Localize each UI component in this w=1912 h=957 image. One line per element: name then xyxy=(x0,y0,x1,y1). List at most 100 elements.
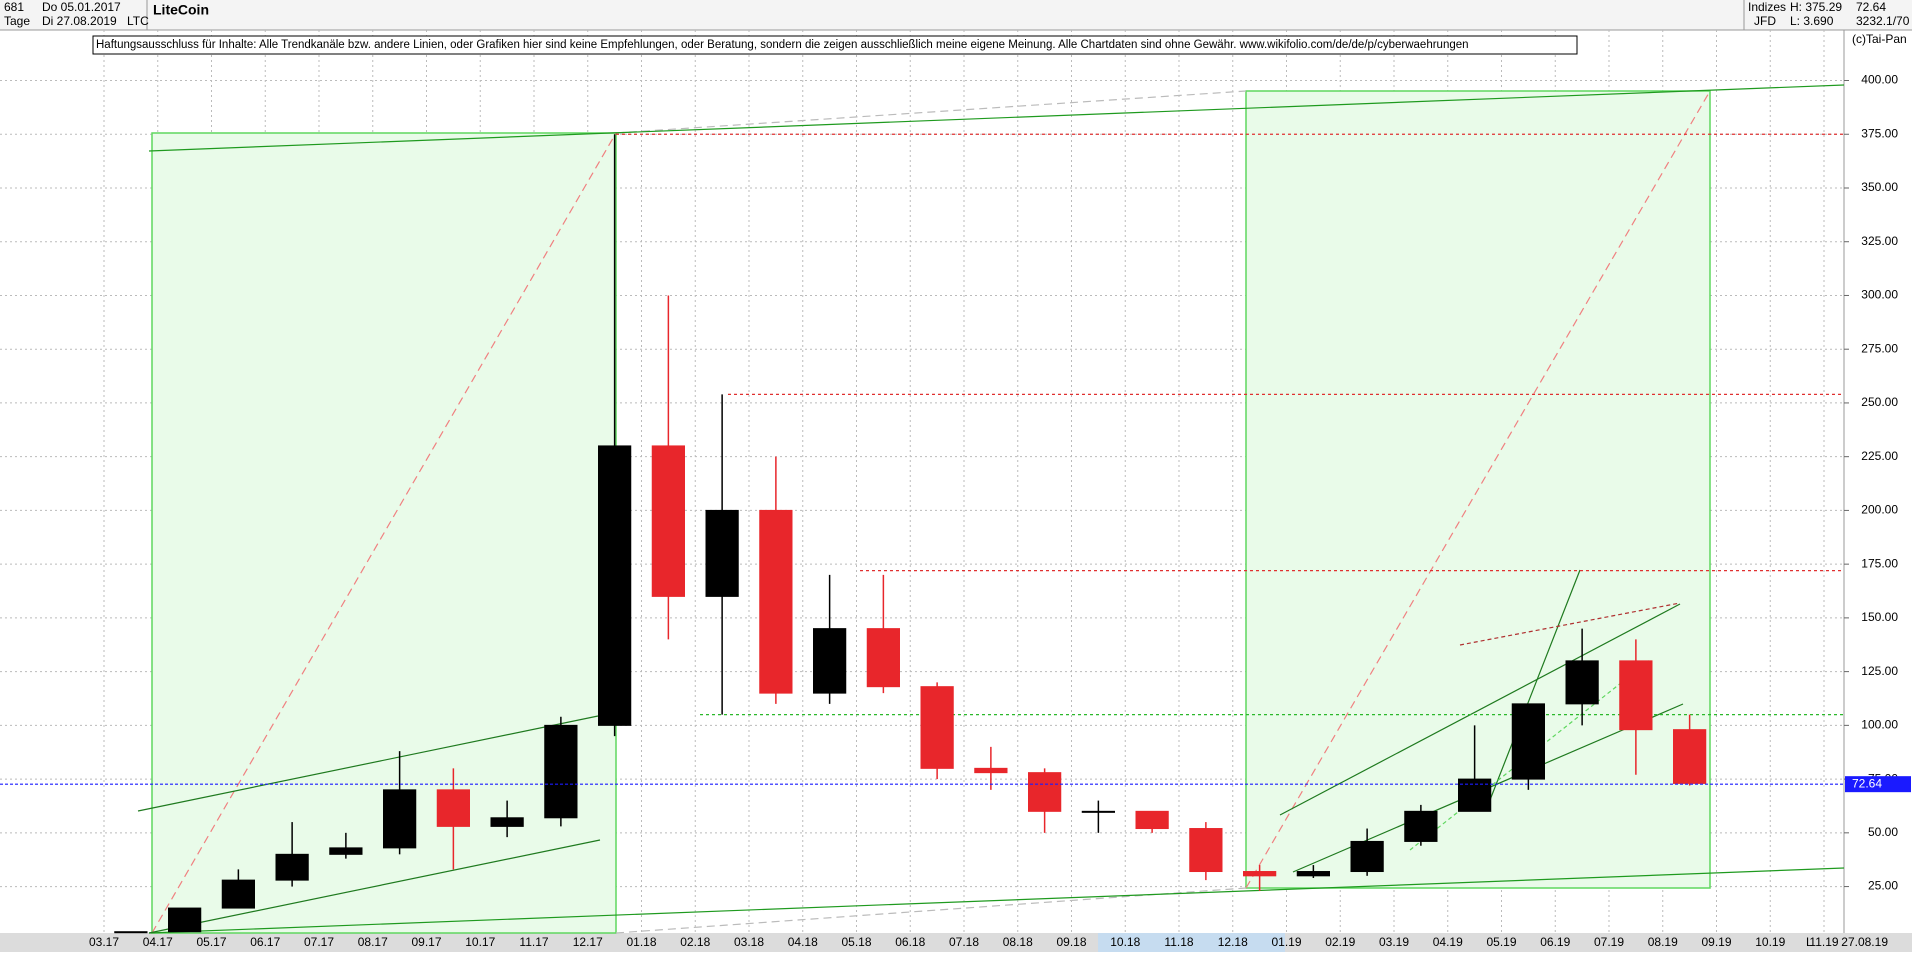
x-tick-label: 07.19 xyxy=(1594,935,1624,949)
x-tick-label: 12.17 xyxy=(573,935,603,949)
x-tick-label: 10.19 xyxy=(1755,935,1785,949)
y-tick-label: 150.00 xyxy=(1861,610,1898,624)
candle-body xyxy=(1404,810,1438,842)
candle-body xyxy=(651,445,685,597)
candle-body xyxy=(866,628,900,688)
candle-body xyxy=(813,628,847,694)
channel-line xyxy=(1489,569,1581,801)
x-tick-label: 01.18 xyxy=(626,935,656,949)
candle-body xyxy=(168,907,202,933)
x-tick-label: 08.19 xyxy=(1648,935,1678,949)
x-tick-label: 07.17 xyxy=(304,935,334,949)
y-tick-label: 250.00 xyxy=(1861,395,1898,409)
high-value: H: 375.29 xyxy=(1790,0,1842,14)
candle-body xyxy=(114,931,148,934)
last-value: 72.64 xyxy=(1856,0,1886,14)
channel-line xyxy=(1279,603,1681,816)
y-tick-label: 275.00 xyxy=(1861,341,1898,355)
x-tick-label: 03.17 xyxy=(89,935,119,949)
volume: 3232.1/70 xyxy=(1856,14,1910,28)
candle-body xyxy=(221,879,255,909)
candle-body xyxy=(383,789,417,849)
x-tick-label: 04.19 xyxy=(1433,935,1463,949)
last-price-tag xyxy=(1845,776,1911,793)
candle-body xyxy=(759,509,793,694)
x-tick-label: 10.18 xyxy=(1110,935,1140,949)
x-tick-label: 10.17 xyxy=(465,935,495,949)
y-tick-label: 175.00 xyxy=(1861,556,1898,570)
x-tick-label: 07.18 xyxy=(949,935,979,949)
x-tick-label: 04.17 xyxy=(143,935,173,949)
y-tick-label: 200.00 xyxy=(1861,503,1898,517)
low-value: L: 3.690 xyxy=(1790,14,1834,28)
diagonal xyxy=(151,132,617,934)
x-tick-label: 08.18 xyxy=(1003,935,1033,949)
x-tick-label: 03.18 xyxy=(734,935,764,949)
x-tick-label: 06.19 xyxy=(1540,935,1570,949)
x-tick-label: 05.19 xyxy=(1486,935,1516,949)
start-date: Do 05.01.2017 xyxy=(42,0,121,14)
diagonal xyxy=(1245,90,1711,889)
y-tick-label: 375.00 xyxy=(1861,126,1898,140)
footer-scale: L xyxy=(1806,935,1813,949)
x-tick-label: 04.18 xyxy=(788,935,818,949)
x-tick-label: 06.17 xyxy=(250,935,280,949)
x-tick-label: 11.18 xyxy=(1164,935,1193,949)
channel-line xyxy=(1459,602,1681,646)
header-bar xyxy=(0,0,1912,30)
channel-line xyxy=(1409,659,1651,851)
candle-body xyxy=(1243,871,1277,877)
source: JFD xyxy=(1754,14,1776,28)
candle-body xyxy=(1673,729,1707,784)
x-tick-label: 02.18 xyxy=(680,935,710,949)
candle-body xyxy=(1081,810,1115,813)
channel-line xyxy=(137,715,599,812)
x-tick-label: 11.17 xyxy=(519,935,548,949)
x-axis-bar xyxy=(0,933,1912,952)
x-tick-label: 09.19 xyxy=(1701,935,1731,949)
last-price-label: 72.64 xyxy=(1852,776,1882,790)
x-tick-label: 12.18 xyxy=(1218,935,1248,949)
x-tick-label: 06.18 xyxy=(895,935,925,949)
y-tick-label: 325.00 xyxy=(1861,234,1898,248)
candle-body xyxy=(275,853,309,881)
bar-count: 681 xyxy=(4,0,24,14)
copyright: (c)Tai-Pan xyxy=(1852,32,1907,46)
disclaimer-box xyxy=(92,35,1578,55)
x-tick-label: 01.19 xyxy=(1271,935,1301,949)
instrument-title: LiteCoin xyxy=(153,2,209,18)
trend-line xyxy=(148,84,1845,152)
y-tick-label: 25.00 xyxy=(1868,879,1898,893)
candle-body xyxy=(329,847,363,855)
candle-body xyxy=(436,789,470,827)
y-tick-label: 50.00 xyxy=(1868,825,1898,839)
y-tick-label: 125.00 xyxy=(1861,664,1898,678)
candle-body xyxy=(1135,810,1169,830)
y-tick-label: 400.00 xyxy=(1861,73,1898,87)
disclaimer: Haftungsausschluss für Inhalte: Alle Tre… xyxy=(96,39,1469,51)
y-tick-label: 350.00 xyxy=(1861,180,1898,194)
x-tick-label: 09.17 xyxy=(411,935,441,949)
candle-body xyxy=(1350,840,1384,873)
x-tick-label: 05.17 xyxy=(196,935,226,949)
x-tick-label: 08.17 xyxy=(358,935,388,949)
x-tick-label: 05.18 xyxy=(841,935,871,949)
x-axis-highlight xyxy=(1098,933,1285,952)
candle-body xyxy=(1565,660,1599,705)
dashed-line xyxy=(615,90,1247,134)
candle-body xyxy=(1296,871,1330,877)
footer-date: 27.08.19 xyxy=(1841,935,1888,949)
symbol: LTC xyxy=(127,14,149,28)
timeframe[interactable]: Tage xyxy=(4,14,30,28)
x-tick-label: 09.18 xyxy=(1056,935,1086,949)
candle-body xyxy=(1619,660,1653,731)
group: Indizes xyxy=(1748,0,1786,14)
channel-line xyxy=(148,839,601,934)
candle-body xyxy=(1189,828,1223,873)
candle-body xyxy=(490,817,524,827)
x-tick-label: 03.19 xyxy=(1379,935,1409,949)
y-tick-label: 300.00 xyxy=(1861,288,1898,302)
candle-body xyxy=(544,724,578,819)
candle-body xyxy=(705,509,739,597)
